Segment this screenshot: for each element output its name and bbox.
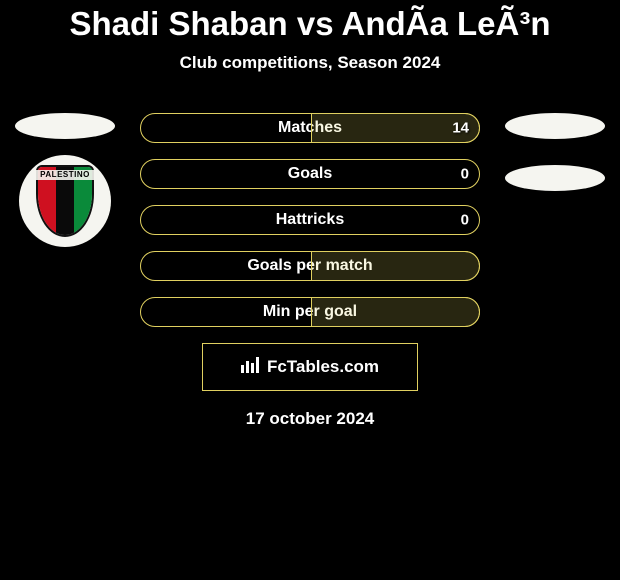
stat-value-right: 0 [461, 166, 469, 183]
stat-row: Min per goal [140, 297, 480, 327]
comparison-body: PALESTINO Matches14Goals0Hattricks0Goals… [0, 113, 620, 429]
stat-value-right: 0 [461, 212, 469, 229]
player-left-photo-placeholder [15, 113, 115, 139]
stat-row: Goals per match [140, 251, 480, 281]
player-left-column: PALESTINO [10, 113, 120, 247]
stat-label: Hattricks [276, 211, 344, 229]
palestino-shield-icon: PALESTINO [36, 165, 94, 237]
comparison-card: Shadi Shaban vs AndÃa LeÃ³n Club competi… [0, 0, 620, 429]
fctables-label: FcTables.com [267, 357, 379, 377]
stat-value-right: 14 [452, 120, 469, 137]
player-right-column [500, 113, 610, 191]
stat-bars: Matches14 Goals 0 Hattricks 0 Goals per match… [140, 113, 480, 327]
bar-chart-icon [241, 357, 261, 378]
stat-label: Goals [288, 165, 332, 183]
date-line: 17 october 2024 [0, 409, 620, 429]
stat-fill-right [311, 297, 480, 327]
stat-row: Matches14 [140, 113, 480, 143]
stat-row: Hattricks 0 [140, 205, 480, 235]
player-left-club-logo: PALESTINO [19, 155, 111, 247]
stat-fill-right [311, 251, 480, 281]
page-subtitle: Club competitions, Season 2024 [0, 53, 620, 73]
player-right-club-placeholder [505, 165, 605, 191]
player-right-photo-placeholder [505, 113, 605, 139]
club-logo-label: PALESTINO [36, 170, 94, 180]
fctables-watermark: FcTables.com [202, 343, 418, 391]
stat-row: Goals 0 [140, 159, 480, 189]
page-title: Shadi Shaban vs AndÃa LeÃ³n [0, 5, 620, 43]
